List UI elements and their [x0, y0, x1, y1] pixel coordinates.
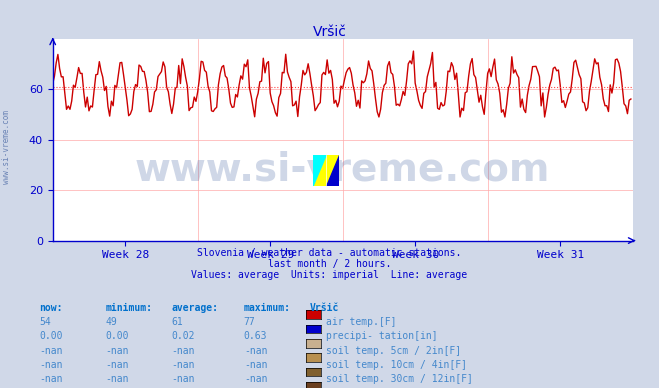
Text: 61: 61	[171, 317, 183, 327]
Text: 54: 54	[40, 317, 51, 327]
Text: air temp.[F]: air temp.[F]	[326, 317, 397, 327]
Text: 0.02: 0.02	[171, 331, 195, 341]
Text: Slovenia / weather data - automatic stations.: Slovenia / weather data - automatic stat…	[197, 248, 462, 258]
Text: -nan: -nan	[244, 346, 268, 356]
Text: -nan: -nan	[244, 360, 268, 370]
Text: -nan: -nan	[244, 374, 268, 385]
Text: minimum:: minimum:	[105, 303, 152, 313]
Text: -nan: -nan	[171, 374, 195, 385]
Text: 49: 49	[105, 317, 117, 327]
Text: 0.00: 0.00	[40, 331, 63, 341]
Text: precipi- tation[in]: precipi- tation[in]	[326, 331, 438, 341]
Text: www.si-vreme.com: www.si-vreme.com	[135, 151, 550, 189]
Polygon shape	[313, 155, 326, 186]
Text: Values: average  Units: imperial  Line: average: Values: average Units: imperial Line: av…	[191, 270, 468, 280]
Text: 0.63: 0.63	[244, 331, 268, 341]
Text: -nan: -nan	[171, 346, 195, 356]
Text: Vršič: Vršič	[312, 25, 347, 39]
Text: www.si-vreme.com: www.si-vreme.com	[2, 111, 11, 184]
Text: -nan: -nan	[40, 360, 63, 370]
Polygon shape	[326, 155, 339, 186]
Text: average:: average:	[171, 303, 218, 313]
Text: -nan: -nan	[105, 360, 129, 370]
Text: soil temp. 30cm / 12in[F]: soil temp. 30cm / 12in[F]	[326, 374, 473, 385]
Text: -nan: -nan	[105, 346, 129, 356]
Text: -nan: -nan	[40, 346, 63, 356]
Text: Vršič: Vršič	[310, 303, 339, 313]
Text: last month / 2 hours.: last month / 2 hours.	[268, 259, 391, 269]
Text: 77: 77	[244, 317, 256, 327]
Text: -nan: -nan	[40, 374, 63, 385]
Text: soil temp. 10cm / 4in[F]: soil temp. 10cm / 4in[F]	[326, 360, 467, 370]
Text: maximum:: maximum:	[244, 303, 291, 313]
Text: 0.00: 0.00	[105, 331, 129, 341]
Text: -nan: -nan	[171, 360, 195, 370]
Text: now:: now:	[40, 303, 63, 313]
Text: soil temp. 5cm / 2in[F]: soil temp. 5cm / 2in[F]	[326, 346, 461, 356]
Text: -nan: -nan	[105, 374, 129, 385]
